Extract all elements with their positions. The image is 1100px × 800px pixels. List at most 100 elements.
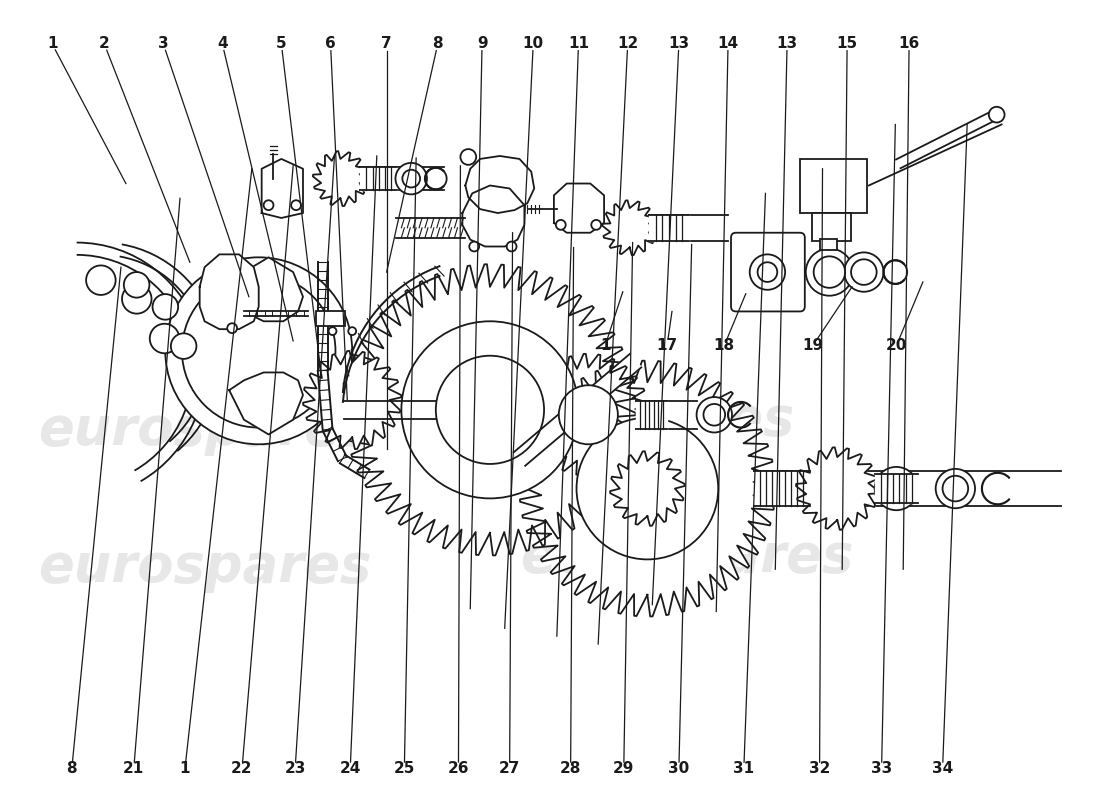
Circle shape	[943, 476, 968, 502]
Text: eurospares: eurospares	[37, 403, 372, 455]
Text: 1: 1	[600, 338, 610, 354]
Circle shape	[396, 163, 427, 194]
Circle shape	[750, 254, 785, 290]
Circle shape	[461, 149, 476, 165]
Text: 18: 18	[714, 338, 735, 354]
Text: 10: 10	[522, 36, 543, 51]
Text: 15: 15	[837, 36, 858, 51]
Polygon shape	[200, 254, 258, 329]
Circle shape	[814, 256, 845, 288]
Polygon shape	[896, 112, 994, 168]
Text: 12: 12	[617, 36, 638, 51]
Polygon shape	[396, 218, 465, 238]
Text: 19: 19	[802, 338, 823, 354]
Polygon shape	[519, 361, 776, 617]
Text: 8: 8	[432, 36, 443, 51]
Polygon shape	[360, 167, 397, 190]
Text: 29: 29	[613, 762, 635, 777]
Text: 13: 13	[669, 36, 690, 51]
Text: eurospares: eurospares	[461, 394, 794, 446]
Polygon shape	[229, 373, 302, 434]
Circle shape	[806, 249, 852, 296]
Text: 24: 24	[340, 762, 361, 777]
Circle shape	[292, 200, 301, 210]
Circle shape	[507, 242, 517, 251]
FancyBboxPatch shape	[812, 213, 851, 241]
Circle shape	[264, 200, 274, 210]
Polygon shape	[554, 183, 604, 233]
Polygon shape	[649, 215, 689, 241]
Text: 23: 23	[285, 762, 306, 777]
Circle shape	[936, 469, 975, 508]
Circle shape	[874, 467, 918, 510]
Text: 9: 9	[476, 36, 487, 51]
Text: 34: 34	[932, 762, 954, 777]
Circle shape	[402, 322, 579, 498]
Circle shape	[758, 262, 778, 282]
Polygon shape	[229, 258, 302, 322]
Text: 13: 13	[777, 36, 797, 51]
Text: 17: 17	[657, 338, 678, 354]
Text: 6: 6	[326, 36, 336, 51]
Text: 1: 1	[179, 762, 190, 777]
Polygon shape	[796, 447, 879, 530]
Circle shape	[86, 266, 116, 295]
Text: 1: 1	[47, 36, 57, 51]
Text: 4: 4	[217, 36, 228, 51]
Circle shape	[182, 274, 336, 427]
Polygon shape	[874, 474, 918, 503]
Text: 7: 7	[382, 36, 392, 51]
Text: 20: 20	[886, 338, 907, 354]
Circle shape	[989, 106, 1004, 122]
FancyBboxPatch shape	[820, 238, 837, 250]
Circle shape	[592, 220, 601, 230]
Polygon shape	[636, 401, 667, 429]
Polygon shape	[602, 200, 657, 255]
Circle shape	[329, 327, 337, 335]
Polygon shape	[514, 354, 641, 466]
Text: 25: 25	[394, 762, 415, 777]
Polygon shape	[262, 159, 303, 218]
Circle shape	[170, 334, 197, 359]
Polygon shape	[636, 401, 696, 429]
Circle shape	[436, 356, 544, 464]
Text: 27: 27	[499, 762, 520, 777]
Circle shape	[704, 404, 725, 426]
Polygon shape	[465, 156, 535, 213]
Circle shape	[153, 294, 178, 320]
Text: 11: 11	[568, 36, 588, 51]
Polygon shape	[527, 354, 649, 476]
Polygon shape	[360, 167, 443, 190]
Text: 31: 31	[734, 762, 755, 777]
Circle shape	[844, 253, 883, 292]
Text: 2: 2	[99, 36, 110, 51]
Text: 22: 22	[231, 762, 253, 777]
FancyBboxPatch shape	[800, 159, 867, 213]
Text: 26: 26	[448, 762, 470, 777]
Polygon shape	[344, 264, 636, 555]
Polygon shape	[312, 151, 367, 206]
Text: 3: 3	[158, 36, 168, 51]
Polygon shape	[610, 451, 684, 526]
Polygon shape	[462, 186, 525, 246]
Circle shape	[349, 327, 356, 335]
Polygon shape	[754, 471, 1060, 506]
Circle shape	[470, 242, 480, 251]
Text: eurospares: eurospares	[520, 531, 854, 583]
FancyBboxPatch shape	[732, 233, 805, 311]
Polygon shape	[304, 351, 402, 449]
Circle shape	[576, 418, 718, 559]
Text: 14: 14	[717, 36, 738, 51]
Text: 33: 33	[871, 762, 892, 777]
Circle shape	[150, 324, 179, 354]
Circle shape	[403, 170, 420, 187]
Circle shape	[425, 168, 447, 190]
Text: 16: 16	[899, 36, 920, 51]
Circle shape	[122, 284, 152, 314]
Text: 28: 28	[560, 762, 581, 777]
Text: 30: 30	[668, 762, 690, 777]
FancyBboxPatch shape	[316, 311, 345, 326]
Text: 5: 5	[276, 36, 287, 51]
Circle shape	[851, 259, 877, 285]
Circle shape	[228, 323, 238, 333]
